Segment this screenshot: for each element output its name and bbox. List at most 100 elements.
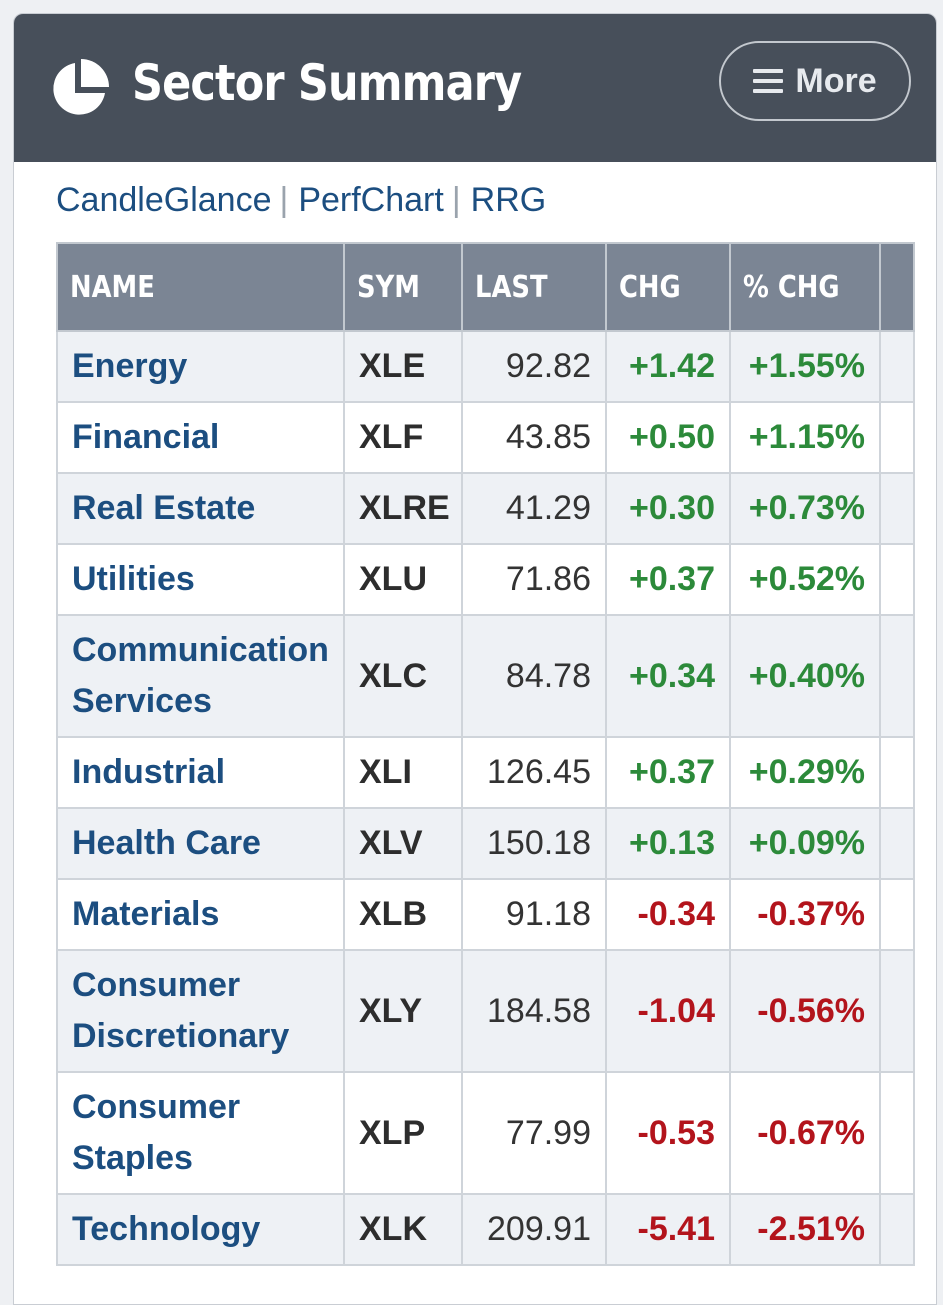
sector-name-cell[interactable]: Materials <box>56 878 345 951</box>
link-candleglance[interactable]: CandleGlance <box>56 181 272 219</box>
last-price-cell: 150.18 <box>461 807 607 880</box>
table-row[interactable]: Technology XLK 209.91 -5.41 -2.51% <box>56 1193 915 1266</box>
last-price-cell: 71.86 <box>461 543 607 616</box>
change-cell: -5.41 <box>605 1193 731 1266</box>
change-cell: -0.53 <box>605 1071 731 1195</box>
percent-change-cell: +0.40% <box>729 614 881 738</box>
column-header-sym[interactable]: SYM <box>343 242 463 332</box>
row-spacer-cell <box>879 614 915 738</box>
table-row[interactable]: Health Care XLV 150.18 +0.13 +0.09% <box>56 807 915 880</box>
change-cell: +0.50 <box>605 401 731 474</box>
sector-name-cell[interactable]: Utilities <box>56 543 345 616</box>
change-cell: +0.30 <box>605 472 731 545</box>
percent-change-cell: -0.67% <box>729 1071 881 1195</box>
pie-chart-icon <box>53 59 109 115</box>
sector-name-link[interactable]: Real Estate <box>72 489 256 527</box>
percent-change-cell: -0.37% <box>729 878 881 951</box>
percent-change-cell: +0.73% <box>729 472 881 545</box>
sector-name-cell[interactable]: Industrial <box>56 736 345 809</box>
column-header-name[interactable]: NAME <box>56 242 345 332</box>
row-spacer-cell <box>879 878 915 951</box>
symbol-cell: XLF <box>343 401 463 474</box>
column-header-chg[interactable]: CHG <box>605 242 731 332</box>
row-spacer-cell <box>879 1193 915 1266</box>
last-price-cell: 77.99 <box>461 1071 607 1195</box>
sector-table: NAME SYM LAST CHG % CHG Energy XLE 92.82 +1… <box>56 242 915 1266</box>
last-price-cell: 91.18 <box>461 878 607 951</box>
sector-name-link[interactable]: Health Care <box>72 824 261 862</box>
sector-name-link[interactable]: Utilities <box>72 560 195 598</box>
change-cell: +1.42 <box>605 330 731 403</box>
symbol-cell: XLC <box>343 614 463 738</box>
link-perfchart[interactable]: PerfChart <box>298 181 444 219</box>
link-rrg[interactable]: RRG <box>470 181 547 219</box>
symbol-cell: XLRE <box>343 472 463 545</box>
percent-change-cell: +0.52% <box>729 543 881 616</box>
change-cell: -1.04 <box>605 949 731 1073</box>
symbol-cell: XLY <box>343 949 463 1073</box>
change-cell: +0.13 <box>605 807 731 880</box>
table-row[interactable]: Communication Services XLC 84.78 +0.34 +0.40… <box>56 614 915 738</box>
more-button-label: More <box>795 61 877 100</box>
row-spacer-cell <box>879 401 915 474</box>
change-cell: -0.34 <box>605 878 731 951</box>
sector-name-cell[interactable]: Energy <box>56 330 345 403</box>
sector-summary-panel: Sector Summary More CandleGlance | PerfCha… <box>13 13 937 1305</box>
row-spacer-cell <box>879 807 915 880</box>
last-price-cell: 84.78 <box>461 614 607 738</box>
row-spacer-cell <box>879 1071 915 1195</box>
symbol-cell: XLI <box>343 736 463 809</box>
change-cell: +0.37 <box>605 736 731 809</box>
sector-name-cell[interactable]: Technology <box>56 1193 345 1266</box>
table-row[interactable]: Industrial XLI 126.45 +0.37 +0.29% <box>56 736 915 809</box>
sector-name-cell[interactable]: Communication Services <box>56 614 345 738</box>
more-menu-button[interactable]: More <box>719 41 911 121</box>
percent-change-cell: +1.55% <box>729 330 881 403</box>
last-price-cell: 209.91 <box>461 1193 607 1266</box>
link-separator: | <box>279 181 289 219</box>
row-spacer-cell <box>879 543 915 616</box>
symbol-cell: XLU <box>343 543 463 616</box>
sector-name-cell[interactable]: Real Estate <box>56 472 345 545</box>
sector-name-link[interactable]: Financial <box>72 418 220 456</box>
change-cell: +0.37 <box>605 543 731 616</box>
sector-name-link[interactable]: Consumer Staples <box>72 1088 241 1177</box>
sector-name-link[interactable]: Technology <box>72 1210 261 1248</box>
sector-name-cell[interactable]: Financial <box>56 401 345 474</box>
sector-name-link[interactable]: Energy <box>72 347 188 385</box>
symbol-cell: XLK <box>343 1193 463 1266</box>
percent-change-cell: +1.15% <box>729 401 881 474</box>
sector-name-cell[interactable]: Consumer Discretionary <box>56 949 345 1073</box>
last-price-cell: 126.45 <box>461 736 607 809</box>
sector-name-link[interactable]: Materials <box>72 895 220 933</box>
table-row[interactable]: Real Estate XLRE 41.29 +0.30 +0.73% <box>56 472 915 545</box>
table-row[interactable]: Consumer Staples XLP 77.99 -0.53 -0.67% <box>56 1071 915 1195</box>
percent-change-cell: +0.09% <box>729 807 881 880</box>
change-cell: +0.34 <box>605 614 731 738</box>
sector-name-link[interactable]: Industrial <box>72 753 226 791</box>
table-row[interactable]: Energy XLE 92.82 +1.42 +1.55% <box>56 330 915 403</box>
symbol-cell: XLE <box>343 330 463 403</box>
table-row[interactable]: Materials XLB 91.18 -0.34 -0.37% <box>56 878 915 951</box>
column-header-extra <box>879 242 915 332</box>
percent-change-cell: -2.51% <box>729 1193 881 1266</box>
percent-change-cell: +0.29% <box>729 736 881 809</box>
sector-name-cell[interactable]: Consumer Staples <box>56 1071 345 1195</box>
percent-change-cell: -0.56% <box>729 949 881 1073</box>
column-header-last[interactable]: LAST <box>461 242 607 332</box>
row-spacer-cell <box>879 736 915 809</box>
column-header-pct-chg[interactable]: % CHG <box>729 242 881 332</box>
sector-name-cell[interactable]: Health Care <box>56 807 345 880</box>
symbol-cell: XLV <box>343 807 463 880</box>
sector-name-link[interactable]: Consumer Discretionary <box>72 966 290 1055</box>
table-row[interactable]: Financial XLF 43.85 +0.50 +1.15% <box>56 401 915 474</box>
chart-links: CandleGlance | PerfChart | RRG <box>56 181 546 220</box>
table-row[interactable]: Consumer Discretionary XLY 184.58 -1.04 -0.5… <box>56 949 915 1073</box>
hamburger-icon <box>753 69 784 93</box>
row-spacer-cell <box>879 472 915 545</box>
sector-name-link[interactable]: Communication Services <box>72 631 329 720</box>
table-header-row: NAME SYM LAST CHG % CHG <box>56 242 915 332</box>
table-row[interactable]: Utilities XLU 71.86 +0.37 +0.52% <box>56 543 915 616</box>
symbol-cell: XLB <box>343 878 463 951</box>
row-spacer-cell <box>879 330 915 403</box>
